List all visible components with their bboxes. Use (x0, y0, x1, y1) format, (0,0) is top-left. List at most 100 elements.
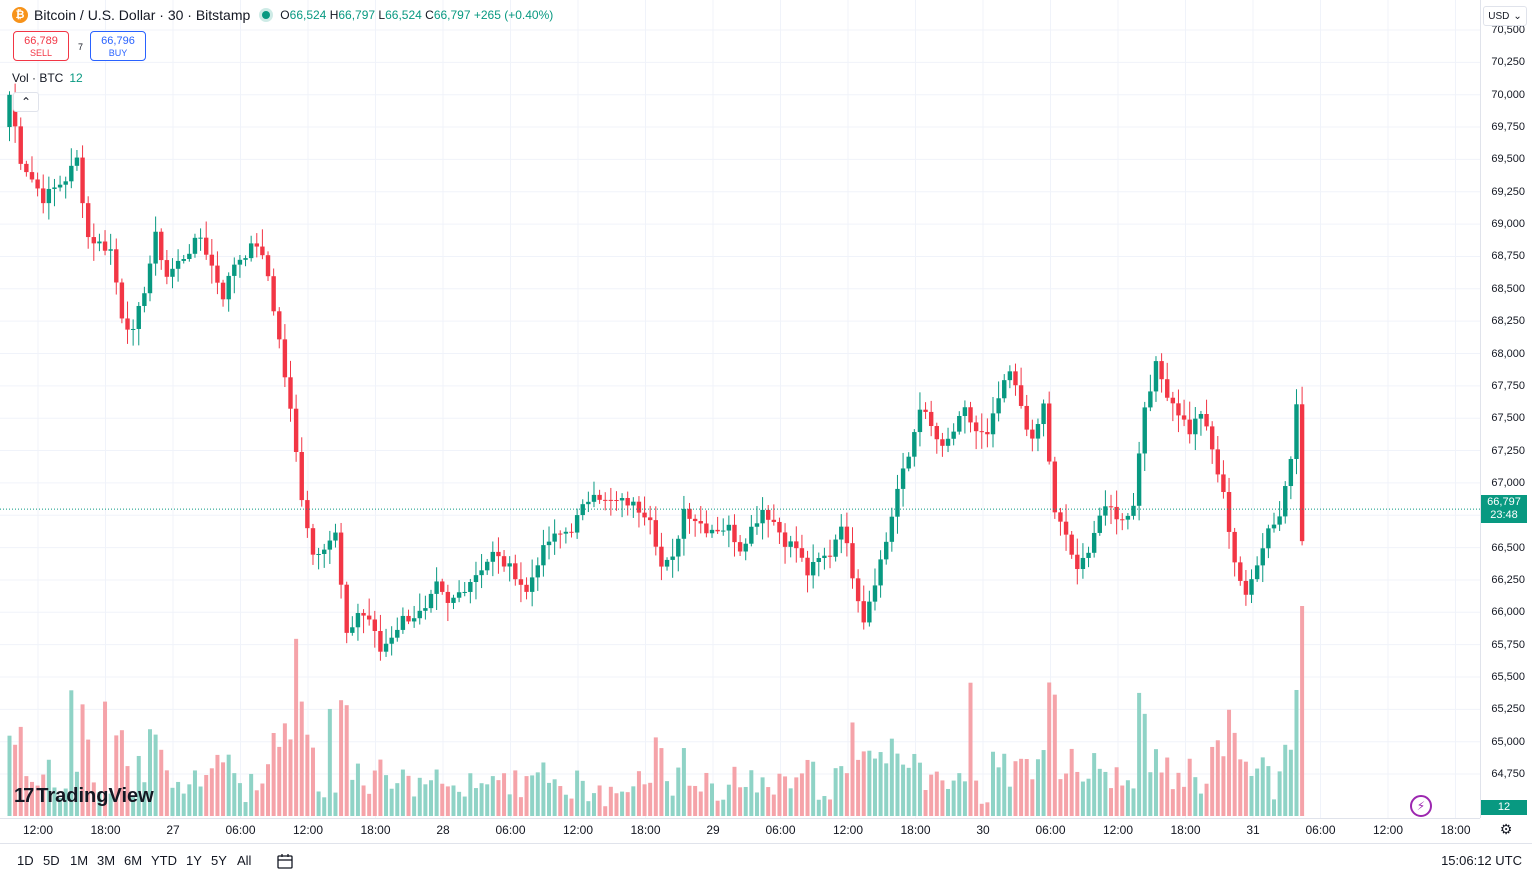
volume-bar (1243, 761, 1248, 816)
volume-bar (412, 796, 417, 816)
bitcoin-icon: ₿ (12, 7, 28, 23)
range-button-5d[interactable]: 5D (43, 853, 60, 868)
time-tick-label: 06:00 (1305, 823, 1336, 837)
volume-bar (710, 783, 714, 816)
candle-body (153, 231, 158, 264)
candle-body (1204, 413, 1209, 427)
volume-bar (7, 735, 12, 816)
candle-body (737, 542, 743, 552)
volume-bar (648, 782, 653, 816)
candle-body (951, 431, 956, 439)
collapse-legend-button[interactable]: ⌃ (13, 92, 39, 112)
volume-bar (310, 747, 315, 816)
candle-body (1013, 371, 1018, 386)
volume-bar (884, 763, 889, 816)
range-button-1m[interactable]: 1M (70, 853, 89, 868)
volume-bar (991, 751, 995, 816)
chart-area[interactable] (0, 0, 1480, 818)
price-tick-label: 70,250 (1491, 56, 1525, 69)
candle-body (979, 431, 984, 433)
volume-bar (1080, 781, 1085, 816)
range-button-6m[interactable]: 6M (124, 853, 143, 868)
candle-body (52, 187, 57, 189)
volume-bar (591, 793, 596, 816)
range-button-all[interactable]: All (237, 853, 252, 868)
volume-bar (243, 802, 248, 816)
price-tick-label: 66,500 (1491, 541, 1525, 554)
price-axis[interactable]: 70,500 70,250 70,000 69,750 69,500 69,250 69,0… (1480, 0, 1532, 818)
volume-bar (1013, 761, 1018, 816)
price-tick-label: 65,500 (1491, 671, 1525, 683)
volume-label: Vol · BTC (12, 71, 64, 85)
candle-body (434, 581, 439, 594)
volume-bar (738, 787, 743, 816)
tradingview-logo-text: TradingView (36, 785, 154, 807)
volume-bar (569, 798, 574, 816)
volume-bar (1092, 753, 1097, 816)
volume-bar (957, 773, 962, 816)
volume-bar (176, 781, 181, 816)
candle-body (1030, 429, 1035, 439)
time-tick-label: 18:00 (630, 823, 661, 837)
volume-bar (1002, 753, 1007, 816)
volume-bar (46, 759, 51, 816)
candle-body (187, 253, 192, 260)
candle-body (91, 237, 96, 244)
buy-button[interactable]: 66,796 BUY (90, 31, 146, 61)
candle-body (1209, 426, 1215, 450)
calendar-goto-icon[interactable] (276, 852, 294, 870)
volume-bar (103, 701, 108, 816)
range-button-ytd[interactable]: YTD (151, 853, 177, 868)
candle-body (884, 541, 889, 560)
volume-bar (170, 787, 175, 816)
range-button-1y[interactable]: 1Y (186, 853, 202, 868)
range-button-3m[interactable]: 3M (97, 853, 116, 868)
volume-bar (541, 762, 546, 816)
volume-bar (277, 746, 282, 816)
candle-body (102, 241, 108, 251)
currency-selector[interactable]: USD ⌄ (1483, 6, 1527, 26)
candle-body (411, 618, 417, 622)
volume-bar (1193, 777, 1198, 816)
candle-body (569, 531, 574, 533)
volume-bar (844, 773, 849, 816)
volume-bar (833, 768, 838, 816)
volume-bar (333, 792, 338, 816)
range-button-5y[interactable]: 5Y (211, 853, 227, 868)
candle-body (760, 509, 765, 524)
gear-icon[interactable]: ⚙ (1499, 820, 1513, 837)
candle-body (1153, 361, 1159, 392)
volume-bar (783, 776, 788, 816)
candle-body (940, 439, 945, 446)
time-tick-label: 18:00 (1440, 823, 1471, 837)
volume-bar (518, 797, 523, 816)
lightning-icon[interactable]: ⚡ (1410, 795, 1432, 817)
candle-body (636, 501, 642, 513)
volume-bar (457, 791, 462, 816)
sell-label: SELL (29, 48, 53, 58)
candle-body (839, 526, 844, 540)
volume-bar (1204, 783, 1209, 816)
volume-bar (603, 806, 608, 816)
candle-body (996, 398, 1001, 414)
volume-bar (63, 788, 68, 816)
volume-legend[interactable]: Vol · BTC 12 (12, 71, 83, 85)
price-chart[interactable] (0, 0, 1480, 818)
candle-body (456, 592, 462, 598)
time-tick-label: 12:00 (562, 823, 594, 837)
candle-body (29, 172, 35, 180)
volume-bar (434, 769, 439, 816)
time-axis[interactable]: 12:00 18:00 27 06:00 12:00 18:00 28 06:00 12:00 1… (0, 818, 1480, 843)
tradingview-logo[interactable]: 17 TradingView (14, 785, 154, 808)
volume-bar (799, 773, 804, 816)
candle-body (305, 500, 310, 529)
volume-bar (1137, 692, 1142, 816)
range-button-1d[interactable]: 1D (17, 853, 34, 868)
candle-body (159, 231, 164, 261)
candle-body (181, 259, 186, 261)
sell-button[interactable]: 66,789 SELL (13, 31, 69, 61)
symbol-title[interactable]: Bitcoin / U.S. Dollar · 30 · Bitstamp (34, 7, 251, 23)
candle-body (175, 260, 181, 269)
price-tick-label: 69,000 (1491, 218, 1525, 231)
utc-clock[interactable]: 15:06:12 UTC (1441, 853, 1522, 868)
